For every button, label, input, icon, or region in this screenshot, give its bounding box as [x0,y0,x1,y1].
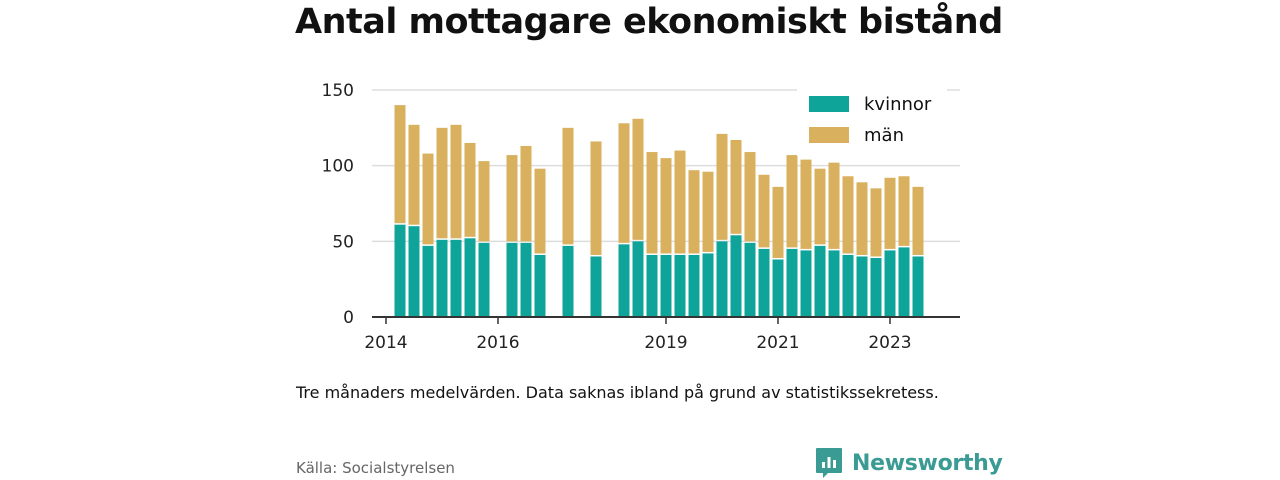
bar-man [506,155,518,242]
x-tick-label: 2023 [868,333,911,353]
chart-title: Antal mottagare ekonomiskt bistånd [295,2,1003,42]
bar-kvinnor [520,242,532,317]
bar-kvinnor [478,242,490,317]
bar-man [884,177,896,249]
bar-kvinnor [688,254,700,317]
x-tick-label: 2016 [476,333,519,353]
y-tick-label: 0 [343,308,354,328]
x-tick-label: 2014 [364,333,407,353]
bar-kvinnor [884,250,896,317]
brand-logo[interactable]: Newsworthy [814,446,1003,480]
bar-kvinnor [898,247,910,317]
bar-kvinnor [842,254,854,317]
bar-kvinnor [716,241,728,317]
bar-kvinnor [408,226,420,317]
bar-man [450,124,462,239]
bar-kvinnor [394,224,406,317]
bar-man [744,152,756,242]
bar-man [436,127,448,239]
bar-man [898,176,910,246]
bar-man [534,168,546,254]
bar-man [800,159,812,249]
bar-man [422,153,434,245]
source-text: Källa: Socialstyrelsen [296,459,455,477]
bar-man [674,150,686,254]
newsworthy-logo-icon [816,448,842,478]
bar-man [646,152,658,254]
bar-man [408,124,420,225]
bar-man [814,168,826,245]
bar-kvinnor [870,257,882,317]
bar-kvinnor [786,248,798,317]
y-tick-label: 50 [332,232,354,252]
legend-swatch-kvinnor [809,96,849,112]
bar-man [758,174,770,248]
bar-man [520,145,532,242]
stacked-bar-chart: 0 50 100 150 2014 2016 2019 2021 2023 kvinnor mä… [322,81,960,353]
bar-kvinnor [758,248,770,317]
brand-name: Newsworthy [852,450,1003,476]
bar-man [590,141,602,255]
bar-kvinnor [674,254,686,317]
legend-label-man: män [864,125,904,146]
bar-man [478,161,490,242]
bar-man [772,186,784,258]
y-tick-label: 100 [322,157,354,177]
bar-kvinnor [660,254,672,317]
bar-kvinnor [828,250,840,317]
bar-man [842,176,854,254]
bar-man [912,186,924,255]
x-tick-label: 2021 [756,333,799,353]
bar-kvinnor [646,254,658,317]
bar-kvinnor [730,235,742,317]
bar-man [618,123,630,243]
bar-kvinnor [436,239,448,317]
bar-kvinnor [464,238,476,317]
bar-kvinnor [450,239,462,317]
bar-man [562,127,574,245]
bar-kvinnor [912,256,924,317]
x-tick-label: 2019 [644,333,687,353]
bar-kvinnor [772,259,784,317]
chart-note: Tre månaders medelvärden. Data saknas ib… [296,383,939,402]
y-tick-label: 150 [322,81,354,101]
bar-kvinnor [506,242,518,317]
bar-kvinnor [534,254,546,317]
bars [394,105,924,317]
bar-man [870,188,882,257]
bar-man [632,118,644,240]
bar-man [716,133,728,240]
legend-swatch-man [809,127,849,143]
legend: kvinnor män [797,86,947,156]
bar-man [688,170,700,254]
bar-man [660,158,672,254]
bar-kvinnor [800,250,812,317]
bar-man [856,182,868,255]
bar-kvinnor [856,256,868,317]
bar-man [786,155,798,248]
bar-man [394,105,406,224]
bar-man [730,139,742,234]
legend-label-kvinnor: kvinnor [864,94,932,115]
bar-kvinnor [590,256,602,317]
bar-man [828,162,840,249]
axes: 0 50 100 150 2014 2016 2019 2021 2023 [322,81,960,353]
bar-kvinnor [618,244,630,317]
bar-kvinnor [632,241,644,317]
bar-kvinnor [744,242,756,317]
bar-kvinnor [422,245,434,317]
bar-man [702,171,714,252]
bar-kvinnor [562,245,574,317]
bar-kvinnor [814,245,826,317]
bar-kvinnor [702,253,714,317]
bar-man [464,142,476,237]
